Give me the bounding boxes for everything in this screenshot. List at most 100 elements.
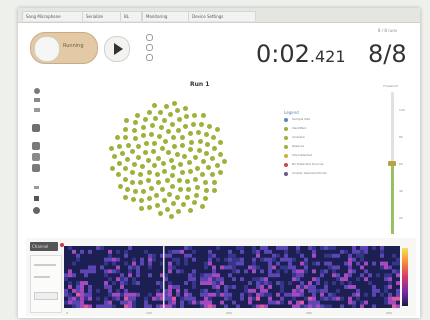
cluster-dot[interactable] <box>187 207 193 213</box>
cluster-dot[interactable] <box>146 109 152 115</box>
cluster-dot[interactable] <box>157 109 163 115</box>
cluster-dot[interactable] <box>178 162 184 168</box>
cluster-dot[interactable] <box>174 108 180 114</box>
cluster-dot[interactable] <box>187 160 193 166</box>
cluster-dot[interactable] <box>194 192 200 198</box>
cluster-dot[interactable] <box>191 121 197 127</box>
option-button[interactable] <box>34 292 58 300</box>
cluster-dot[interactable] <box>214 127 220 133</box>
filter-icon[interactable] <box>32 153 40 161</box>
cluster-dot[interactable] <box>210 156 216 162</box>
cluster-dot[interactable] <box>211 180 217 186</box>
cluster-dot[interactable] <box>154 192 160 198</box>
cluster-dot[interactable] <box>182 105 188 111</box>
cluster-dot[interactable] <box>170 172 176 178</box>
settings-icon[interactable] <box>33 207 40 214</box>
camera-icon[interactable] <box>34 196 39 201</box>
cluster-dot[interactable] <box>164 178 170 184</box>
cluster-dot[interactable] <box>164 206 170 212</box>
cluster-dot[interactable] <box>177 177 183 183</box>
cluster-dot[interactable] <box>122 176 128 182</box>
cluster-dot[interactable] <box>204 151 210 157</box>
cluster-dot[interactable] <box>132 136 138 142</box>
cluster-dot[interactable] <box>139 197 145 203</box>
cluster-dot[interactable] <box>199 203 205 209</box>
cluster-dot[interactable] <box>203 187 209 193</box>
cluster-dot[interactable] <box>175 194 181 200</box>
cluster-dot[interactable] <box>168 112 174 118</box>
cluster-dot[interactable] <box>142 116 148 122</box>
cluster-dot[interactable] <box>140 164 146 170</box>
cluster-dot[interactable] <box>212 188 218 194</box>
cluster-dot[interactable] <box>200 172 206 178</box>
cluster-dot[interactable] <box>164 104 170 110</box>
cluster-dot[interactable] <box>170 135 176 141</box>
cluster-dot[interactable] <box>217 139 223 145</box>
cluster-dot[interactable] <box>215 162 221 168</box>
cluster-dot[interactable] <box>147 205 153 211</box>
cluster-dot[interactable] <box>162 117 168 123</box>
option-radio[interactable] <box>146 34 153 41</box>
cluster-dot[interactable] <box>188 169 194 175</box>
cluster-dot[interactable] <box>181 202 187 208</box>
cluster-dot[interactable] <box>147 170 153 176</box>
slider-handle[interactable] <box>388 161 396 166</box>
cluster-dot[interactable] <box>148 185 154 191</box>
cluster-dot[interactable] <box>184 195 190 201</box>
cluster-dot[interactable] <box>180 169 186 175</box>
cluster-dot[interactable] <box>146 196 152 202</box>
cluster-dot[interactable] <box>151 149 156 155</box>
cluster-dot[interactable] <box>166 192 172 198</box>
cluster-dot[interactable] <box>171 100 177 106</box>
cluster-dot[interactable] <box>202 179 208 185</box>
cluster-dot[interactable] <box>174 151 180 157</box>
cluster-dot[interactable] <box>136 143 142 149</box>
channel-select[interactable]: Channel <box>30 242 58 251</box>
cluster-dot[interactable] <box>157 210 163 216</box>
cluster-dot[interactable] <box>140 132 146 138</box>
cluster-dot[interactable] <box>200 159 206 165</box>
cluster-dot[interactable] <box>205 141 211 147</box>
cluster-dot[interactable] <box>155 155 161 161</box>
cluster-dot[interactable] <box>122 166 128 172</box>
run-toggle[interactable]: Running <box>30 32 98 64</box>
cluster-dot[interactable] <box>131 161 137 167</box>
cluster-dot[interactable] <box>160 187 166 193</box>
cluster-dot[interactable] <box>140 124 146 130</box>
tab[interactable]: Monitoring <box>142 11 190 21</box>
cluster-dot[interactable] <box>143 140 149 146</box>
cluster-dot[interactable] <box>112 154 118 160</box>
cluster-dot[interactable] <box>165 128 171 134</box>
cluster-dot[interactable] <box>114 135 120 141</box>
cluster-dot[interactable] <box>138 206 144 212</box>
cluster-dot[interactable] <box>142 150 148 156</box>
cluster-dot[interactable] <box>138 180 144 186</box>
option-radio[interactable] <box>146 44 153 51</box>
cluster-dot[interactable] <box>129 149 135 155</box>
cluster-dot[interactable] <box>125 187 131 193</box>
cluster-dot[interactable] <box>152 116 158 122</box>
cluster-dot[interactable] <box>176 127 182 133</box>
cluster-dot[interactable] <box>211 134 216 140</box>
cluster-dot[interactable] <box>123 134 129 140</box>
cluster-dot[interactable] <box>177 187 183 193</box>
cluster-dot[interactable] <box>194 184 200 190</box>
cluster-dot[interactable] <box>123 126 129 132</box>
cluster-dot[interactable] <box>191 200 197 206</box>
cluster-dot[interactable] <box>155 180 161 186</box>
cluster-dot[interactable] <box>130 179 136 185</box>
cluster-dot[interactable] <box>182 153 188 159</box>
minus-icon[interactable] <box>34 186 39 189</box>
cluster-dot[interactable] <box>192 112 198 118</box>
cluster-dot[interactable] <box>163 139 169 144</box>
grid-icon[interactable] <box>32 142 40 150</box>
tab[interactable]: BL <box>120 11 142 21</box>
cluster-dot[interactable] <box>152 103 158 109</box>
play-button[interactable] <box>104 36 130 62</box>
cluster-dot[interactable] <box>172 143 177 149</box>
cluster-dot[interactable] <box>195 165 201 171</box>
cluster-dot[interactable] <box>159 145 165 151</box>
cluster-dot[interactable] <box>116 143 122 149</box>
tab[interactable]: Device Settings <box>188 11 256 21</box>
cluster-dot[interactable] <box>203 131 209 137</box>
